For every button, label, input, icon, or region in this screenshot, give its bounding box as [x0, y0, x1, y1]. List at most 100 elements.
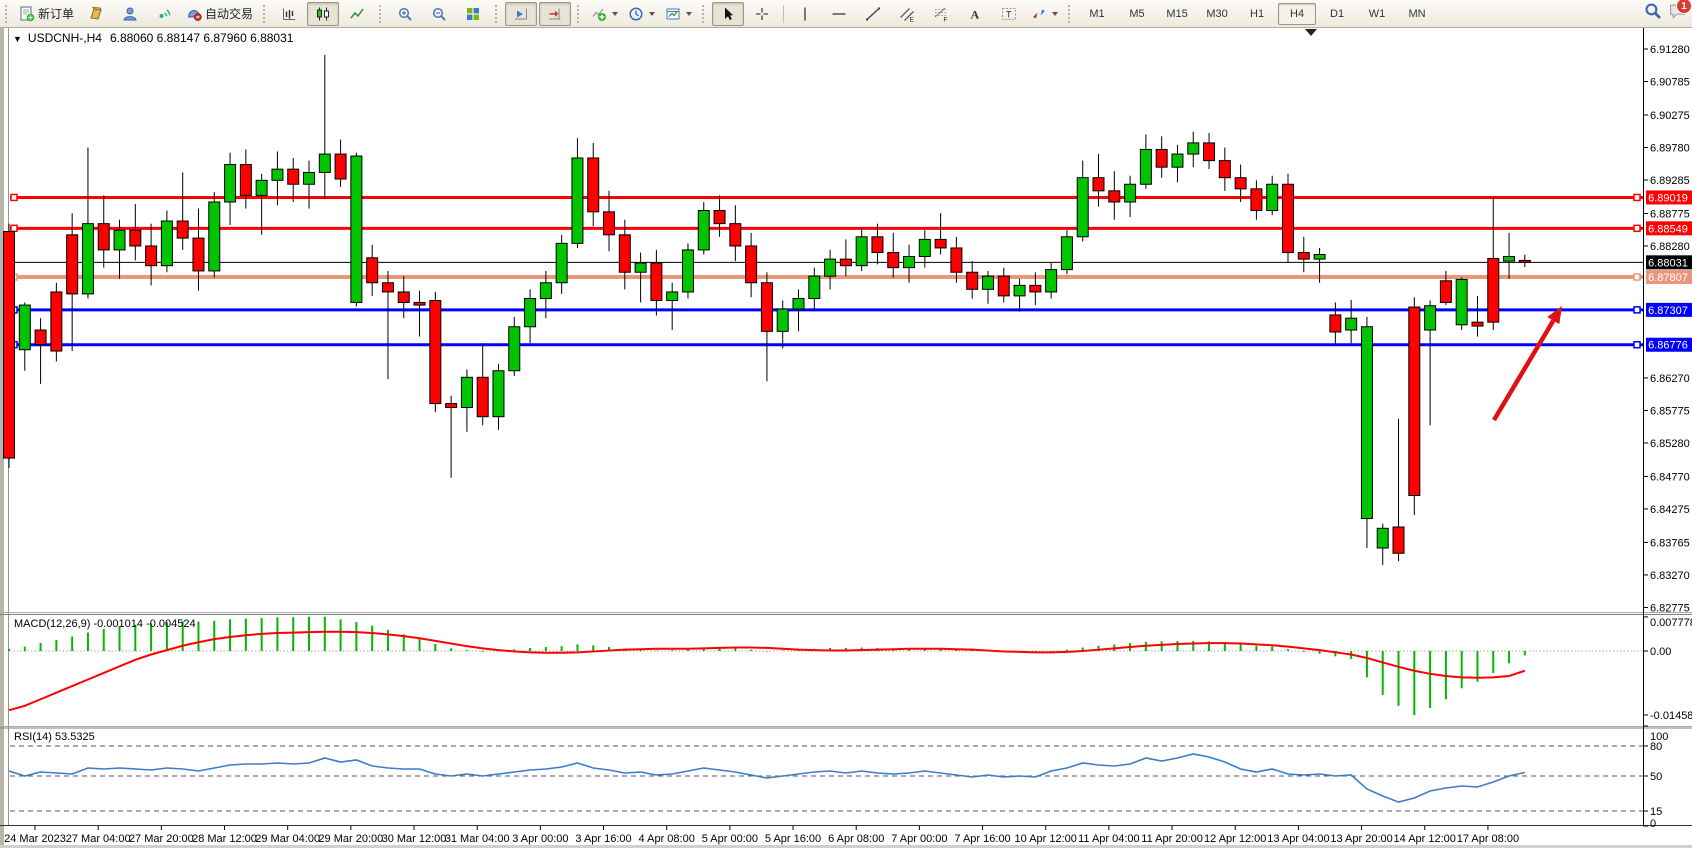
auto-trading-button[interactable]: 自动交易 [182, 2, 257, 26]
chart-shift-button[interactable] [539, 1, 572, 26]
fibonacci-button[interactable]: F [925, 2, 957, 26]
dropdown-caret-icon[interactable] [649, 11, 656, 16]
cursor-icon [725, 7, 734, 20]
toolbar-grip[interactable] [5, 4, 11, 23]
line-anchor-handle[interactable] [1633, 340, 1641, 349]
candle-body [1439, 280, 1452, 303]
search-button[interactable] [1644, 2, 1661, 24]
indicators-button[interactable] [587, 2, 622, 26]
price-level-label-box [1646, 302, 1692, 317]
tf-w1-button[interactable]: W1 [1358, 3, 1396, 25]
candle-body [634, 262, 647, 273]
new-chart-button[interactable] [80, 2, 112, 26]
candle-body [145, 245, 158, 267]
text-label-button[interactable]: T [993, 2, 1025, 26]
crosshair-button[interactable] [746, 2, 778, 26]
line-anchor-handle[interactable] [1633, 306, 1641, 314]
line-anchor-handle[interactable] [1633, 224, 1641, 233]
time-axis-label: 11 Apr 20:00 [1141, 833, 1203, 845]
new-order-button[interactable]: 新订单 [15, 2, 78, 26]
time-axis-label: 29 Mar 04:00 [255, 833, 320, 845]
text-button[interactable]: A [959, 2, 991, 26]
time-axis[interactable] [0, 826, 1692, 846]
tf-m1-button[interactable]: M1 [1078, 3, 1116, 25]
time-axis-label: 31 Mar 04:00 [445, 833, 510, 845]
candle-body [934, 238, 947, 249]
toolbar-grip[interactable] [577, 4, 583, 23]
line-anchor-handle[interactable] [10, 224, 18, 233]
toolbar-grip[interactable] [379, 4, 385, 23]
resistance-line-label: 6.89019 [1648, 192, 1688, 204]
price-axis[interactable] [1646, 27, 1692, 825]
auto-scroll-button[interactable] [505, 1, 538, 26]
price-axis-label: 6.90275 [1650, 110, 1690, 122]
tf-h1-label: H1 [1250, 7, 1265, 20]
templates-button[interactable] [661, 2, 696, 26]
toolbar-grip[interactable] [702, 4, 708, 23]
candles-icon [317, 7, 330, 20]
toolbar-grip[interactable] [495, 4, 501, 23]
macd-axis-label: -0.014587 [1650, 710, 1692, 722]
candle-body [129, 229, 142, 247]
candle-body [445, 403, 458, 409]
tile-windows-button[interactable] [457, 2, 489, 26]
dropdown-caret-icon[interactable] [1052, 11, 1059, 16]
price-axis-label: 6.84275 [1650, 504, 1690, 516]
time-axis-label: 28 Mar 12:00 [192, 833, 257, 845]
cursor-button[interactable] [712, 1, 745, 26]
candlestick-chart-button[interactable] [307, 1, 340, 26]
zoom-out-button[interactable] [423, 2, 455, 26]
time-axis-label: 7 Apr 16:00 [954, 833, 1010, 845]
tf-mn-button[interactable]: MN [1398, 3, 1436, 25]
periods-button[interactable] [624, 2, 659, 26]
tf-m30-button[interactable]: M30 [1198, 3, 1236, 25]
candle-body [918, 238, 931, 257]
equidistant-channel-button[interactable]: E [891, 2, 923, 26]
templates-icon [666, 8, 680, 19]
window-menu-icon[interactable]: ▼ [13, 34, 22, 44]
dropdown-caret-icon[interactable] [612, 11, 619, 16]
toolbar-grip[interactable] [1068, 4, 1074, 23]
search-icon [1645, 3, 1661, 19]
line-anchor-handle[interactable] [1633, 193, 1641, 202]
candle-body [1471, 321, 1484, 327]
dropdown-caret-icon[interactable] [686, 11, 693, 16]
signals-button[interactable] [148, 2, 180, 26]
candle-body [1218, 160, 1231, 179]
text-label-icon: T [1002, 7, 1017, 20]
toolbar-grip[interactable] [263, 4, 269, 23]
trendline-button[interactable] [857, 2, 889, 26]
candle-body [81, 223, 94, 295]
line-anchor-handle[interactable] [1633, 273, 1641, 281]
profiles-button[interactable] [114, 2, 146, 26]
tf-m15-button[interactable]: M15 [1158, 3, 1196, 25]
tf-m5-button[interactable]: M5 [1118, 3, 1156, 25]
vertical-line-button[interactable] [789, 2, 821, 26]
candle-body [571, 157, 584, 244]
zoom-in-button[interactable] [389, 2, 421, 26]
notifications-button[interactable]: 1 [1669, 0, 1692, 24]
horizontal-line-button[interactable] [823, 2, 855, 26]
candle-body [492, 370, 505, 418]
chart-shift-marker-icon[interactable] [1305, 29, 1317, 36]
trend-arrow-line[interactable] [1492, 319, 1556, 422]
candle-body [1329, 314, 1342, 333]
tf-h1-button[interactable]: H1 [1238, 3, 1276, 25]
candle-body [776, 308, 789, 332]
tf-m1-label: M1 [1089, 7, 1105, 20]
support-line-label: 6.86776 [1648, 340, 1688, 352]
time-axis-label: 27 Mar 04:00 [66, 833, 131, 845]
bar-chart-button[interactable] [273, 2, 305, 26]
tf-mn-label: MN [1408, 7, 1426, 20]
trend-arrow-head[interactable] [1547, 306, 1562, 325]
tf-h4-button[interactable]: H4 [1278, 2, 1317, 25]
tf-d1-label: D1 [1330, 7, 1345, 20]
line-anchor-handle[interactable] [10, 193, 18, 202]
price-axis-label: 6.84770 [1650, 471, 1690, 483]
time-axis-label: 17 Apr 08:00 [1457, 833, 1519, 845]
candle-body [303, 171, 316, 185]
arrows-button[interactable] [1027, 2, 1062, 26]
tf-d1-button[interactable]: D1 [1318, 3, 1356, 25]
line-chart-button[interactable] [341, 2, 373, 26]
